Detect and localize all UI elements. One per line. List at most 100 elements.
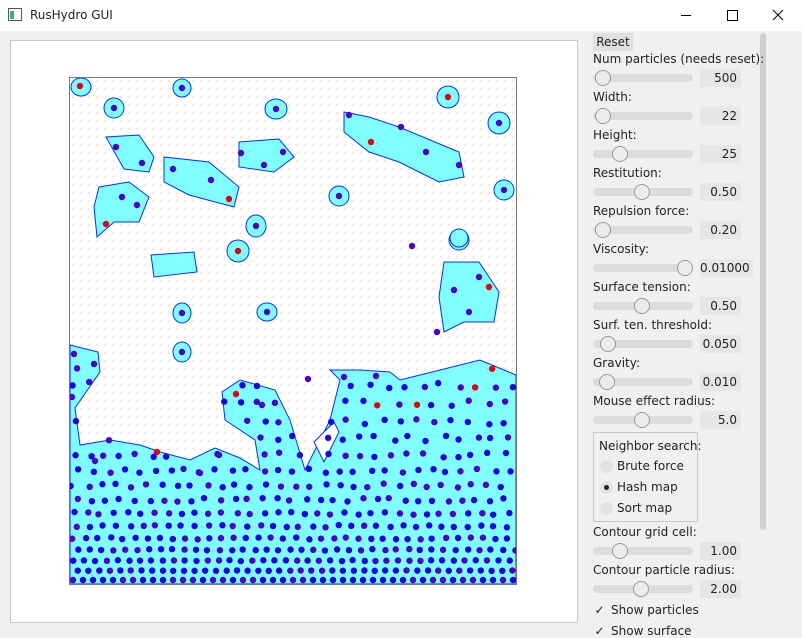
value-field[interactable]: 25 (700, 145, 741, 163)
value-field[interactable]: 2.00 (700, 580, 741, 598)
particle (374, 495, 382, 503)
particle (263, 308, 271, 316)
slider-track[interactable] (593, 412, 693, 428)
particle (282, 557, 290, 564)
slider-knob[interactable] (595, 222, 611, 238)
scrollbar[interactable] (760, 33, 766, 530)
particle (97, 546, 105, 554)
value-field[interactable]: 0.010 (700, 373, 741, 391)
particle (478, 522, 485, 529)
particle (322, 469, 330, 476)
slider-track[interactable] (593, 543, 693, 559)
particle (69, 576, 77, 584)
radio-button[interactable] (600, 460, 613, 473)
value-field[interactable]: 0.20 (700, 221, 741, 239)
particle (465, 397, 472, 404)
value-field[interactable]: 1.00 (700, 542, 741, 560)
particle (99, 452, 107, 459)
checkbox[interactable]: ✓ (594, 624, 605, 638)
slider-knob[interactable] (612, 146, 628, 162)
particle (447, 416, 454, 424)
particle (368, 535, 375, 543)
slider-knob[interactable] (612, 543, 628, 559)
particle (301, 510, 309, 518)
reset-button[interactable]: Reset (593, 33, 633, 51)
particle (345, 111, 353, 119)
checkbox[interactable]: ✓ (594, 603, 605, 617)
particle (379, 576, 387, 584)
particle (355, 433, 363, 440)
slider-track[interactable] (593, 70, 693, 86)
particle (406, 557, 413, 564)
particle (263, 546, 270, 553)
slider-knob[interactable] (633, 581, 649, 597)
particle (397, 418, 405, 425)
slider-track[interactable] (593, 184, 693, 200)
particle (422, 437, 429, 445)
value-field[interactable]: 22 (700, 107, 741, 125)
slider-knob[interactable] (595, 108, 611, 124)
particle (370, 432, 377, 440)
particle (243, 495, 250, 503)
particle (72, 417, 80, 425)
particle (209, 576, 217, 584)
slider-knob[interactable] (599, 374, 615, 390)
slider-track[interactable] (593, 374, 693, 390)
particle (305, 465, 313, 473)
particle (174, 498, 181, 505)
particle (339, 576, 347, 584)
slider-knob[interactable] (595, 70, 611, 86)
particle (417, 536, 424, 543)
slider-track[interactable] (593, 298, 693, 314)
particle (489, 523, 497, 530)
window-controls[interactable] (670, 0, 802, 31)
particle (85, 509, 92, 516)
particle (73, 523, 80, 531)
particle (359, 576, 367, 584)
particle (96, 567, 103, 574)
radio-label[interactable]: Hash map (617, 480, 678, 494)
particle (289, 576, 297, 584)
slider-track[interactable] (593, 260, 693, 276)
radio-label[interactable]: Sort map (617, 501, 673, 515)
simulation-canvas[interactable] (69, 77, 517, 585)
particle (381, 416, 388, 424)
particle (125, 508, 132, 516)
value-field[interactable]: 500 (700, 69, 741, 87)
particle (361, 557, 368, 565)
particle (364, 483, 371, 491)
particle (304, 557, 311, 564)
slider-knob[interactable] (600, 336, 616, 352)
particle (310, 523, 317, 530)
value-field[interactable]: 0.50 (700, 183, 741, 201)
particle (373, 402, 381, 409)
particle (294, 523, 301, 531)
particle (327, 418, 335, 426)
slider-knob[interactable] (634, 412, 650, 428)
particle (76, 82, 84, 90)
slider-knob[interactable] (634, 184, 650, 200)
radio-button[interactable] (600, 502, 613, 515)
value-field[interactable]: 5.0 (700, 411, 741, 429)
slider-track[interactable] (593, 336, 693, 352)
slider-track[interactable] (593, 146, 693, 162)
radio-button[interactable] (600, 481, 613, 494)
value-field[interactable]: 0.01000 (700, 259, 753, 277)
value-field[interactable]: 0.50 (700, 297, 741, 315)
particle (112, 480, 119, 488)
particle (389, 576, 397, 584)
value-field[interactable]: 0.050 (700, 335, 741, 353)
checkbox-label[interactable]: Show particles (611, 603, 699, 617)
particle (86, 546, 93, 553)
checkbox-label[interactable]: Show surface (611, 624, 692, 638)
radio-label[interactable]: Brute force (617, 459, 684, 473)
slider-track[interactable] (593, 108, 693, 124)
particle (293, 483, 300, 490)
particle (138, 567, 145, 574)
slider-knob[interactable] (677, 260, 693, 276)
slider-track[interactable] (593, 581, 693, 597)
particle (464, 418, 472, 426)
particle (156, 534, 164, 542)
slider-track[interactable] (593, 222, 693, 238)
slider-knob[interactable] (634, 298, 650, 314)
